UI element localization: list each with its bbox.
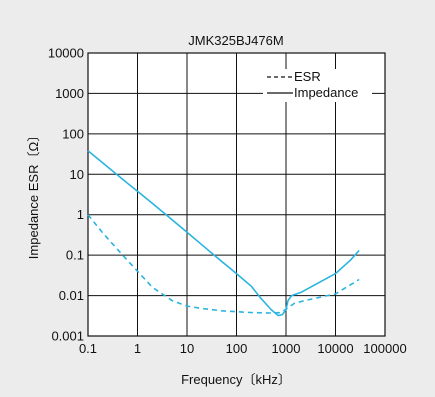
x-tick-label: 10 [180, 341, 194, 356]
y-tick-label: 100 [62, 126, 84, 141]
legend: ESR Impedance [263, 69, 372, 102]
x-axis-label: Frequency〔kHz〕 [181, 372, 291, 387]
y-tick-labels: 0.001 0.01 0.1 1 10 100 1000 10000 [48, 46, 84, 344]
legend-box [263, 69, 372, 102]
y-tick-label: 0.1 [66, 248, 84, 263]
legend-esr-label: ESR [294, 69, 321, 84]
x-tick-label: 10000 [317, 341, 353, 356]
series-impedance-line [87, 150, 360, 317]
plot-frame [87, 52, 386, 337]
x-tick-label: 1000 [272, 341, 301, 356]
legend-impedance-label: Impedance [294, 85, 358, 100]
x-tick-label: 0.1 [79, 341, 97, 356]
y-tick-label: 0.01 [59, 288, 84, 303]
y-axis-label: Impedance ESR〔Ω〕 [26, 129, 41, 259]
series-group [87, 150, 360, 317]
y-tick-label: 1 [77, 207, 84, 222]
x-tick-label: 100000 [363, 341, 406, 356]
chart-title: JMK325BJ476M [188, 33, 283, 48]
x-tick-label: 1 [134, 341, 141, 356]
y-tick-label: 1000 [55, 86, 84, 101]
x-tick-label: 100 [226, 341, 248, 356]
y-tick-label: 10 [70, 167, 84, 182]
y-tick-label: 0.001 [51, 329, 84, 344]
y-tick-label: 10000 [48, 46, 84, 61]
x-tick-labels: 0.1 1 10 100 1000 10000 100000 [79, 341, 407, 356]
